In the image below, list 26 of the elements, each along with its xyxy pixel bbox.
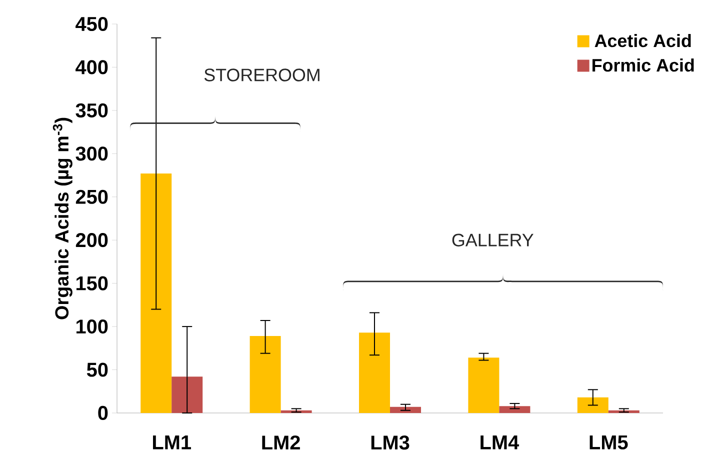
x-tick-label: LM4 [480,436,520,450]
annotation: GALLERY [452,234,534,246]
bar [390,406,422,413]
y-tick-label: 150 [76,276,108,290]
y-tick-label: 300 [76,146,108,161]
y-tick-label: 0 [98,406,108,420]
bar [499,406,530,413]
annotation: STOREROOM [204,68,320,82]
bar [468,358,500,413]
y-tick-label: 450 [76,16,108,32]
bar [577,397,608,413]
x-tick-label: LM5 [590,436,628,450]
y-tick-label: 250 [76,190,108,204]
y-axis-title: Organic Acids (µg m$^{-3}$) [52,118,72,320]
bar [359,332,390,413]
y-tick-label: 100 [76,319,108,334]
x-tick-label: LM3 [371,436,410,450]
legend-label: Acetic Acid [594,34,691,48]
y-tick-label: 50 [86,362,108,377]
legend-label: Formic Acid [592,58,694,72]
bar [250,336,281,413]
y-tick-label: 400 [76,60,108,74]
y-tick-label: 350 [76,103,108,118]
x-tick-label: LM1 [153,436,191,450]
x-tick-label: LM2 [262,436,300,450]
y-tick-label: 200 [76,233,108,248]
